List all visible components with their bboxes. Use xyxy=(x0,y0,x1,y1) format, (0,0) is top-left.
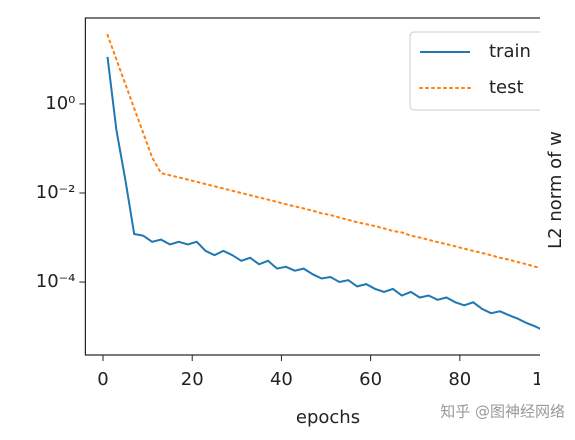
y-tick-label: 10⁻² xyxy=(36,182,76,203)
series-line xyxy=(106,33,540,269)
legend-label: test xyxy=(489,77,524,98)
watermark: 知乎 @图神经网络 xyxy=(440,403,565,421)
x-tick-label: 80 xyxy=(448,369,471,390)
x-tick-label: 40 xyxy=(270,369,293,390)
y2-axis-label: L2 norm of w xyxy=(545,131,566,249)
legend-label: train xyxy=(489,41,531,62)
x-tick-label: 60 xyxy=(359,369,382,390)
plot: 10⁰ 10⁻² 10⁻⁴ 0 20 40 60 80 100 train test xyxy=(36,17,566,390)
y-tick-label: 10⁻⁴ xyxy=(36,271,76,292)
series-line xyxy=(106,56,540,330)
x-tick-label: 0 xyxy=(97,369,108,390)
x-tick-label: 100 xyxy=(532,369,566,390)
y-tick-label: 10⁰ xyxy=(45,93,75,114)
plot-frame xyxy=(84,17,540,356)
x-axis-label: epochs xyxy=(296,407,360,428)
x-tick-label: 20 xyxy=(181,369,204,390)
